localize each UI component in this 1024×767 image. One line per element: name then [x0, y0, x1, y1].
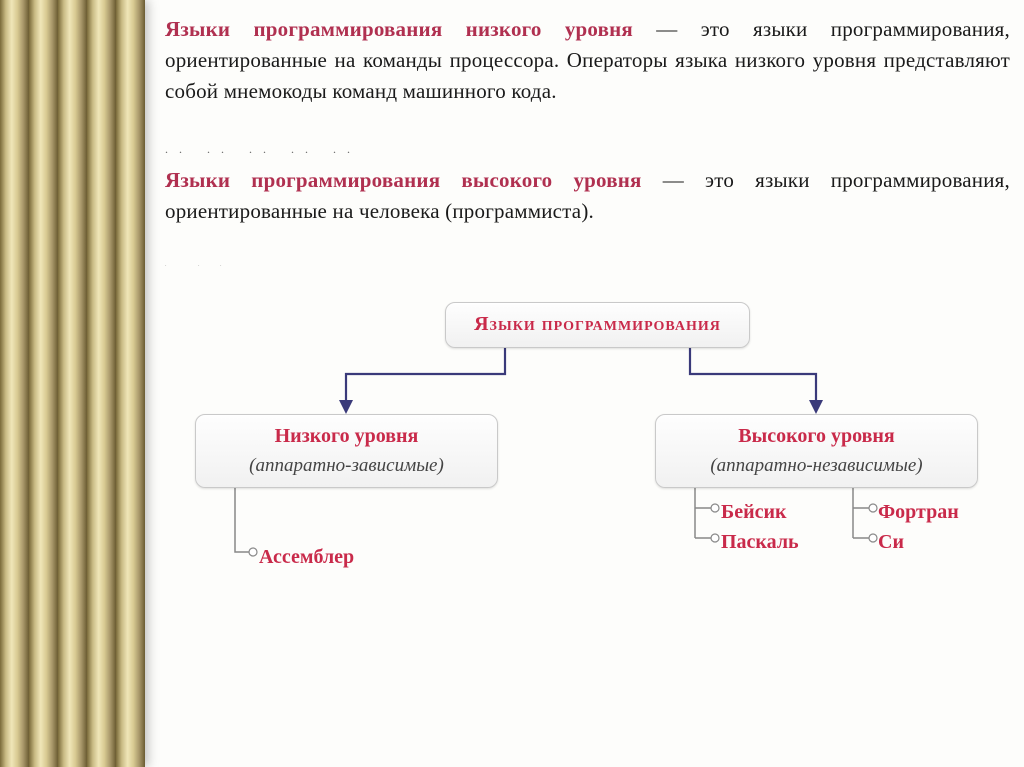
node-low-level: Низкого уровня (аппаратно-зависимые) [195, 414, 498, 488]
content-area: Языки программирования низкого уровня — … [165, 14, 1010, 612]
term-high-level: Языки программирования высокого уровня [165, 168, 642, 192]
node-low-note: (аппаратно-зависимые) [210, 452, 483, 480]
leaf-fortran: Фортран [878, 498, 959, 528]
node-root-label: Языки программирования [460, 310, 735, 340]
node-high-title: Высокого уровня [670, 422, 963, 452]
leaf-assembler: Ассемблер [259, 543, 354, 573]
separator-dots-2: . . . [165, 261, 1010, 270]
node-root: Языки программирования [445, 302, 750, 348]
leaf-pascal: Паскаль [721, 528, 799, 558]
node-low-title: Низкого уровня [210, 422, 483, 452]
node-high-note: (аппаратно-независимые) [670, 452, 963, 480]
separator-dots: . . . . . . . . . . [165, 141, 1010, 159]
decorative-curtain [0, 0, 145, 767]
leaf-c: Си [878, 528, 904, 558]
node-high-level: Высокого уровня (аппаратно-независимые) [655, 414, 978, 488]
languages-diagram: Языки программирования Низкого уровня (а… [165, 302, 1010, 612]
definition-low-level: Языки программирования низкого уровня — … [165, 14, 1010, 107]
definition-high-level: Языки программирования высокого уровня —… [165, 165, 1010, 227]
leaf-basic: Бейсик [721, 498, 787, 528]
term-low-level: Языки программирования низкого уровня [165, 17, 633, 41]
